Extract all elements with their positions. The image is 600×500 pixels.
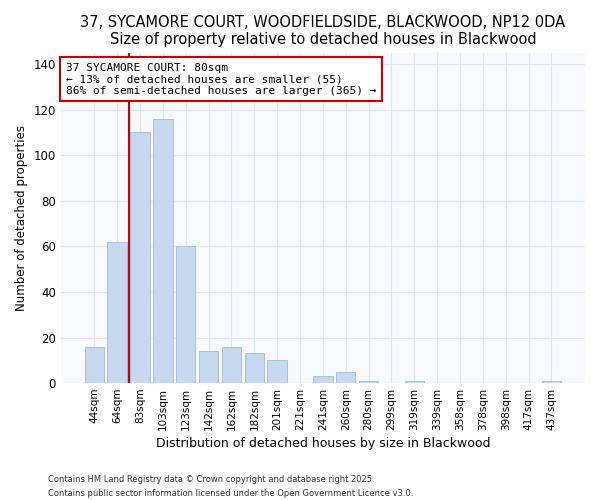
Bar xyxy=(85,346,104,383)
Bar xyxy=(404,381,424,383)
Bar xyxy=(176,246,196,383)
Bar xyxy=(222,346,241,383)
Bar xyxy=(199,351,218,383)
Bar xyxy=(130,132,150,383)
Bar xyxy=(542,381,561,383)
Bar xyxy=(153,119,173,383)
Y-axis label: Number of detached properties: Number of detached properties xyxy=(15,125,28,311)
Bar xyxy=(107,242,127,383)
X-axis label: Distribution of detached houses by size in Blackwood: Distribution of detached houses by size … xyxy=(155,437,490,450)
Bar xyxy=(359,381,379,383)
Text: Contains HM Land Registry data © Crown copyright and database right 2025.
Contai: Contains HM Land Registry data © Crown c… xyxy=(48,476,413,498)
Bar xyxy=(336,372,355,383)
Bar xyxy=(313,376,332,383)
Bar xyxy=(268,360,287,383)
Text: 37 SYCAMORE COURT: 80sqm
← 13% of detached houses are smaller (55)
86% of semi-d: 37 SYCAMORE COURT: 80sqm ← 13% of detach… xyxy=(66,62,377,96)
Bar xyxy=(245,354,264,383)
Title: 37, SYCAMORE COURT, WOODFIELDSIDE, BLACKWOOD, NP12 0DA
Size of property relative: 37, SYCAMORE COURT, WOODFIELDSIDE, BLACK… xyxy=(80,15,565,48)
